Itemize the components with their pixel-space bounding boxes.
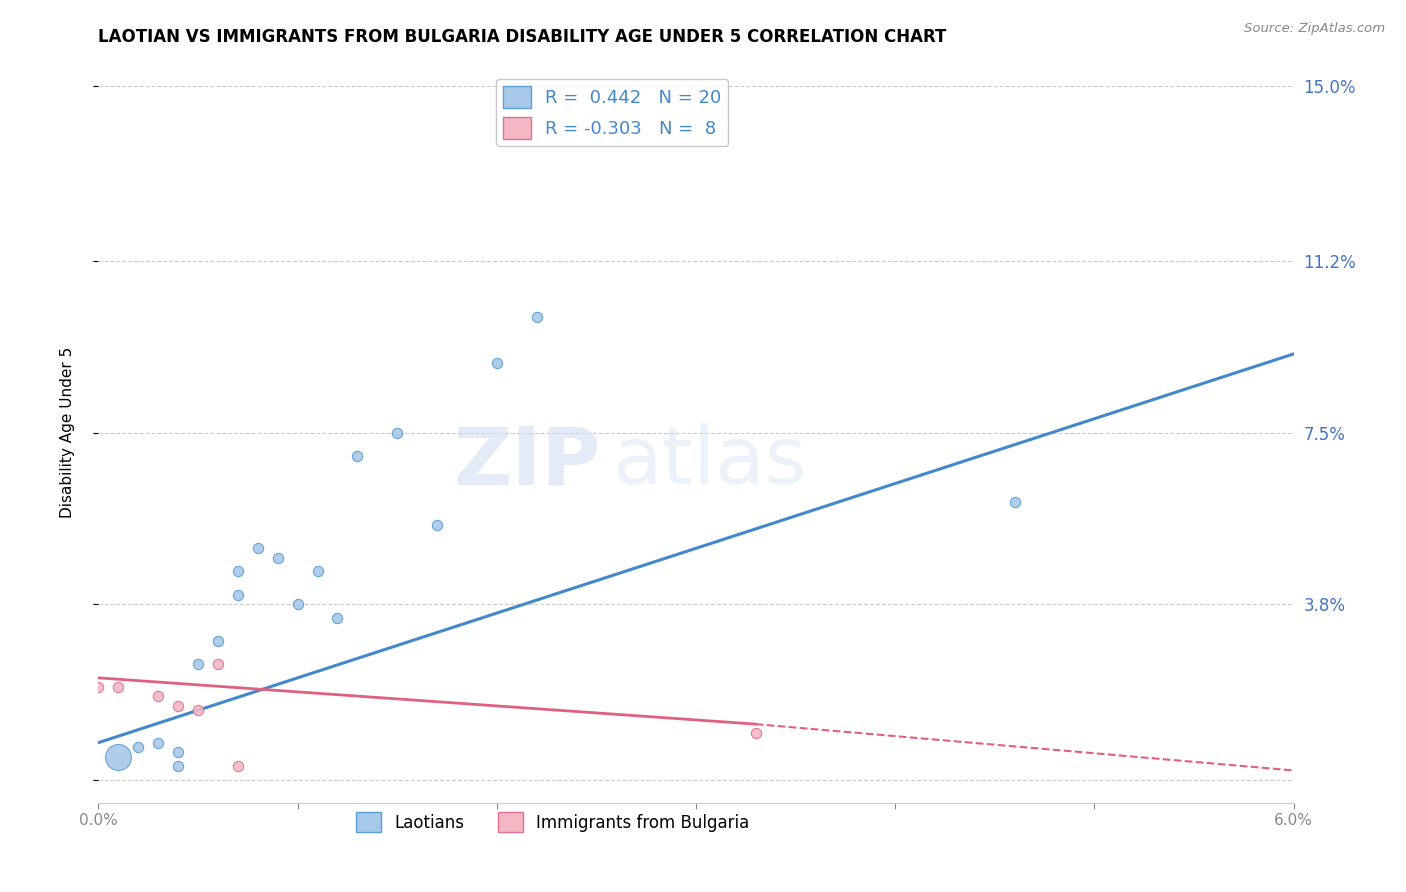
Point — [1004, 495, 1026, 509]
Point — [307, 565, 329, 579]
Point — [326, 610, 349, 624]
Point — [385, 425, 409, 440]
Point — [187, 657, 209, 671]
Point — [246, 541, 269, 556]
Point — [745, 726, 768, 740]
Text: atlas: atlas — [613, 423, 807, 501]
Point — [187, 703, 209, 717]
Point — [107, 680, 129, 694]
Legend: Laotians, Immigrants from Bulgaria: Laotians, Immigrants from Bulgaria — [349, 805, 756, 838]
Point — [167, 698, 190, 713]
Point — [148, 736, 170, 750]
Point — [226, 565, 249, 579]
Point — [426, 518, 449, 533]
Point — [287, 597, 309, 611]
Point — [226, 758, 249, 772]
Point — [107, 749, 129, 764]
Point — [148, 690, 170, 704]
Point — [207, 657, 229, 671]
Point — [485, 356, 508, 370]
Point — [167, 758, 190, 772]
Point — [127, 740, 149, 755]
Text: Source: ZipAtlas.com: Source: ZipAtlas.com — [1244, 22, 1385, 36]
Point — [226, 588, 249, 602]
Point — [167, 745, 190, 759]
Y-axis label: Disability Age Under 5: Disability Age Under 5 — [60, 347, 75, 518]
Text: LAOTIAN VS IMMIGRANTS FROM BULGARIA DISABILITY AGE UNDER 5 CORRELATION CHART: LAOTIAN VS IMMIGRANTS FROM BULGARIA DISA… — [98, 28, 946, 45]
Point — [267, 550, 290, 565]
Point — [346, 449, 368, 463]
Point — [207, 633, 229, 648]
Point — [526, 310, 548, 324]
Point — [87, 680, 110, 694]
Text: ZIP: ZIP — [453, 423, 600, 501]
